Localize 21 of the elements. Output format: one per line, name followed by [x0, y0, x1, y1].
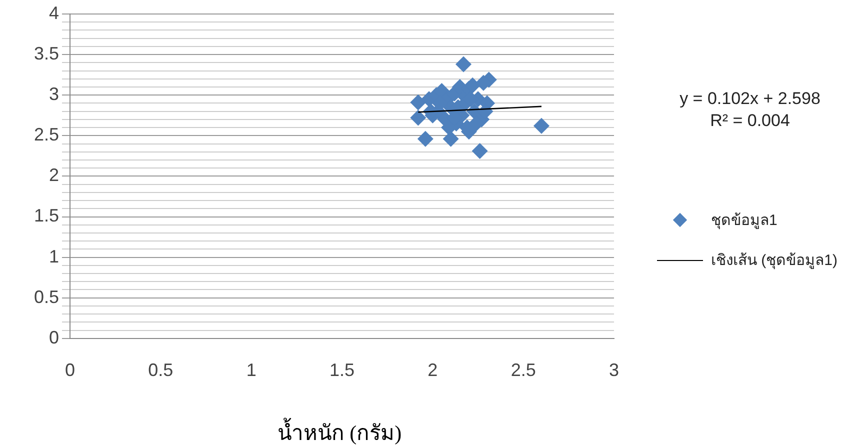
text: R² = 0.004 [709, 110, 791, 132]
y-tick-label: 1.5 [34, 206, 59, 226]
y-tick-label: 3.5 [34, 44, 59, 64]
text: y = 0.102x + 2.598 [678, 88, 822, 110]
y-tick-label: 0.5 [34, 286, 59, 307]
x-tick-label: 0 [64, 360, 76, 380]
x-tick-label: 3 [608, 360, 620, 380]
legend-label: ชุดข้อมูล1 [711, 211, 778, 232]
x-tick-label: 1.5 [329, 360, 355, 380]
x-axis-title: น้ำหนัก (กรัม) [276, 416, 403, 446]
x-tick-label: 2.5 [510, 360, 536, 380]
x-tick-label: 0.5 [148, 360, 174, 380]
x-tick-label: 1 [246, 360, 256, 380]
y-tick-label: 3 [48, 84, 59, 104]
y-tick-label: 0 [48, 327, 59, 348]
legend-label: เชิงเส้น (ชุดข้อมูล1) [711, 251, 838, 272]
y-tick-label: 2.5 [34, 124, 59, 145]
x-tick-label: 2 [428, 360, 438, 380]
y-tick-label: 4 [48, 2, 59, 23]
y-tick-label: 2 [48, 165, 59, 186]
y-tick-label: 1 [48, 246, 59, 266]
